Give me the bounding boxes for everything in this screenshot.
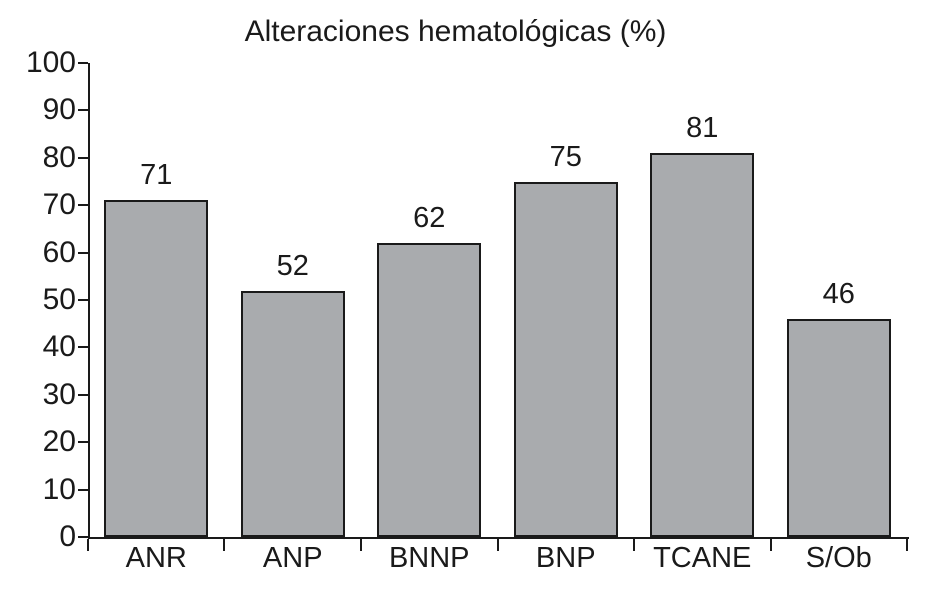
bar-slot: 62 BNNP	[361, 63, 497, 573]
x-category-label: TCANE	[653, 542, 752, 574]
y-axis-tick-label: 0	[59, 520, 76, 553]
y-axis-tick-label: 70	[42, 188, 76, 222]
y-axis-tick	[78, 299, 88, 301]
bar	[377, 243, 482, 537]
chart-title: Alteraciones hematológicas (%)	[244, 15, 667, 48]
x-axis-tick	[906, 539, 908, 551]
y-axis-tick	[78, 204, 88, 207]
y-axis-tick-label: 60	[42, 235, 76, 269]
bar	[650, 153, 755, 537]
y-axis-tick-label: 90	[42, 93, 76, 127]
y-axis-tick-label: 30	[42, 377, 76, 411]
bar-slot: 81 TCANE	[634, 63, 770, 573]
y-axis-tick-label: 100	[25, 46, 76, 79]
y-axis-tick-label: 80	[42, 140, 76, 174]
x-category-label: BNNP	[388, 542, 470, 574]
bar	[240, 290, 345, 537]
x-axis-line	[88, 537, 909, 539]
x-category-label: ANR	[125, 542, 187, 574]
bar-slot: 46 S/Ob	[771, 63, 907, 573]
x-axis-tick	[87, 539, 89, 551]
bar-slot: 75 BNP	[498, 63, 634, 573]
bar-value-label: 75	[549, 140, 582, 173]
y-axis-tick	[78, 393, 88, 396]
y-axis-tick	[78, 488, 88, 491]
bar	[513, 181, 618, 537]
x-category-label: ANP	[262, 542, 323, 574]
y-axis-tick	[78, 536, 88, 538]
y-axis-line	[88, 63, 90, 539]
plot-area: 0 10 20 30 40 50 60 70 80 90 100 71 ANR 52 ANP 62 BNNP 75…	[26, 48, 908, 573]
bar-value-label: 62	[413, 202, 446, 235]
bar	[104, 200, 209, 537]
x-category-label: BNP	[535, 542, 596, 574]
y-axis-tick	[78, 156, 88, 159]
y-axis-tick-label: 40	[42, 330, 76, 364]
y-axis-tick	[78, 441, 88, 444]
y-axis-tick	[78, 109, 88, 112]
bar-slot: 52 ANP	[224, 63, 360, 573]
x-category-label: S/Ob	[805, 542, 872, 574]
y-axis-tick	[78, 251, 88, 254]
bar-value-label: 46	[822, 277, 855, 310]
y-axis-tick-label: 20	[42, 425, 76, 459]
x-axis-tick	[632, 539, 635, 551]
y-axis-tick-label: 10	[42, 472, 76, 506]
y-axis-tick	[78, 62, 88, 64]
bar-value-label: 52	[276, 249, 309, 282]
x-axis-tick	[359, 539, 362, 551]
y-axis-tick-label: 50	[42, 283, 76, 316]
bar	[786, 318, 891, 537]
bar-slot: 71 ANR	[88, 63, 224, 573]
x-axis-tick	[496, 539, 499, 551]
x-axis-tick	[223, 539, 226, 551]
bar-value-label: 81	[686, 112, 719, 145]
y-axis-tick	[78, 346, 88, 349]
x-axis-tick	[769, 539, 772, 551]
bar-value-label: 71	[140, 159, 173, 192]
